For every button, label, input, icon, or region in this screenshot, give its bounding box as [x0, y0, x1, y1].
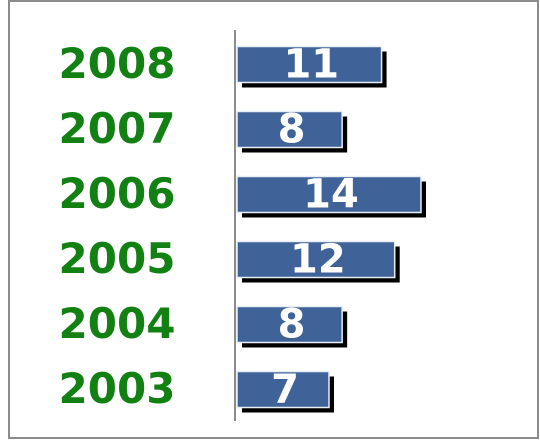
bar: [236, 110, 343, 149]
bar: [236, 175, 422, 214]
bar: [236, 305, 343, 344]
y-tick-label: 2006: [59, 169, 176, 218]
y-tick-label: 2007: [59, 104, 176, 153]
bar: [236, 370, 330, 409]
y-tick-label: 2008: [59, 39, 176, 88]
y-tick-label: 2004: [59, 299, 176, 348]
y-tick-label: 2003: [59, 364, 176, 413]
value-label: 7: [271, 367, 299, 413]
bar: [236, 45, 383, 84]
bar: [236, 240, 396, 279]
y-tick-label: 2005: [59, 234, 176, 283]
value-label: 8: [278, 107, 306, 153]
value-label: 14: [303, 172, 359, 218]
value-label: 8: [278, 302, 306, 348]
value-label: 12: [290, 237, 346, 283]
value-label: 11: [283, 42, 339, 88]
